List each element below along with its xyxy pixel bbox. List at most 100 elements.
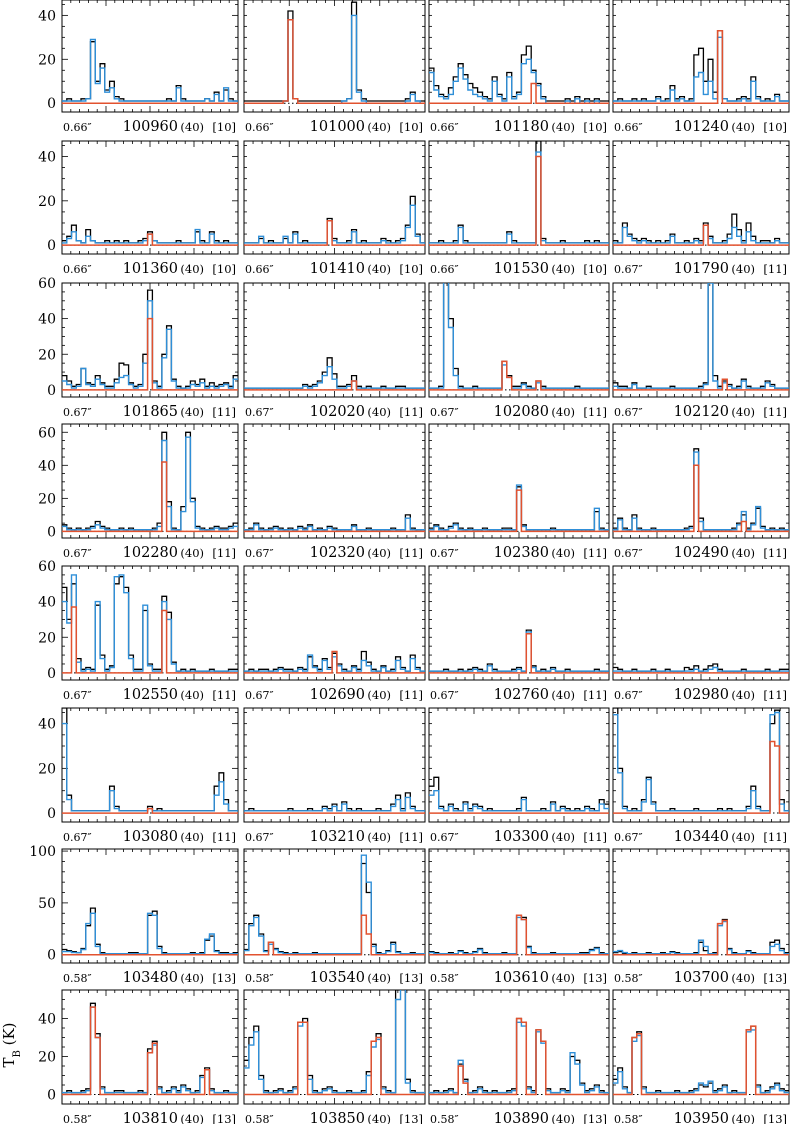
panel-frame (428, 989, 610, 1105)
y-tick-label: 20 (38, 491, 56, 507)
velocity-width-label: (40) (367, 120, 391, 134)
series-observed-line (429, 629, 609, 672)
panel-frame (428, 0, 610, 113)
series-observed-line (613, 283, 789, 389)
series-model_all-line (429, 631, 609, 672)
y-tick-label: 60 (38, 425, 56, 441)
spectrum-panel: 0.66″ 101410 (40) [10] (243, 140, 426, 277)
reference-label: [11] (763, 405, 787, 419)
spectrum-panel: 0.67″ 102080 (40) [11] (428, 282, 610, 420)
beam-size-label: 0.67″ (614, 263, 643, 276)
velocity-width-label: (40) (551, 1112, 575, 1124)
panel-frame (428, 707, 610, 823)
y-tick-label: 0 (47, 383, 56, 399)
panel-frame (612, 989, 790, 1105)
spectrum-panel: 0.67″ 102320 (40) [11] (243, 423, 426, 561)
reference-label: [10] (583, 262, 607, 276)
velocity-width-label: (40) (731, 120, 755, 134)
series-observed-line (244, 990, 425, 1094)
series-model_species-line (244, 380, 425, 391)
reference-label: [13] (763, 1112, 787, 1124)
panel-frame (612, 707, 790, 823)
series-model_species-line (244, 19, 425, 104)
beam-size-label: 0.67″ (430, 547, 459, 560)
frequency-label: 103950 (674, 1111, 729, 1124)
velocity-width-label: (40) (731, 830, 755, 844)
velocity-width-label: (40) (731, 971, 755, 985)
velocity-width-label: (40) (551, 546, 575, 560)
reference-label: [11] (583, 688, 607, 702)
reference-label: [13] (399, 971, 423, 985)
spectrum-panel: 0.67″ 102020 (40) [11] (243, 282, 426, 420)
y-tick-label: 40 (38, 717, 56, 733)
y-tick-label: 0 (47, 1088, 56, 1104)
panel-frame (61, 565, 239, 681)
series-model_all-line (244, 517, 425, 531)
beam-size-label: 0.67″ (430, 689, 459, 702)
panel-frame (61, 707, 239, 823)
series-model_all-line (613, 283, 789, 389)
series-model_all-line (244, 366, 425, 389)
velocity-width-label: (40) (731, 546, 755, 560)
series-observed-line (613, 663, 789, 672)
series-model_species-line (62, 461, 238, 533)
beam-size-label: 0.67″ (63, 406, 92, 419)
spectrum-panel: 0.58″ 103890 (40) [13] (428, 989, 610, 1124)
velocity-width-label: (40) (367, 1112, 391, 1124)
panel-frame (61, 989, 239, 1105)
beam-size-label: 0.66″ (614, 121, 643, 134)
reference-label: [10] (212, 120, 236, 134)
frequency-label: 103300 (494, 829, 549, 845)
frequency-label: 103850 (310, 1111, 365, 1124)
reference-label: [13] (399, 1112, 423, 1124)
velocity-width-label: (40) (180, 830, 204, 844)
beam-size-label: 0.66″ (430, 121, 459, 134)
series-model_all-line (429, 283, 609, 389)
frequency-label: 102550 (123, 687, 178, 703)
series-observed-line (613, 213, 789, 244)
frequency-label: 103540 (310, 970, 365, 986)
spectrum-panel: 0.66″ 101000 (40) [10] (243, 0, 426, 135)
frequency-label: 101180 (494, 119, 549, 135)
frequency-label: 101530 (494, 261, 549, 277)
frequency-label: 103440 (674, 829, 729, 845)
y-tick-label: 40 (38, 8, 56, 24)
reference-label: [11] (583, 830, 607, 844)
series-model_species-line (62, 233, 238, 246)
series-observed-line (429, 45, 609, 102)
frequency-label: 101360 (123, 261, 178, 277)
panel-frame (612, 140, 790, 255)
series-model_species-line (429, 82, 609, 104)
beam-size-label: 0.67″ (63, 689, 92, 702)
y-tick-label: 20 (38, 194, 56, 210)
panel-frame (612, 0, 790, 113)
spectrum-panel: 0 20 40 60 0.67″ 102280 (40) [11] (38, 423, 239, 561)
spectrum-panel: 0.67″ 102490 (40) [11] (612, 423, 790, 561)
frequency-label: 103810 (123, 1111, 178, 1124)
spectrum-panel: 0 20 40 0.66″ 100960 (40) [10] (38, 0, 239, 135)
series-model_species-line (613, 1025, 789, 1096)
series-observed-line (62, 1002, 238, 1094)
beam-size-label: 0.58″ (245, 1113, 274, 1124)
series-model_species-line (244, 650, 425, 674)
series-model_species-line (429, 489, 609, 533)
y-tick-label: 20 (38, 1050, 56, 1066)
series-model_all-line (62, 722, 238, 812)
spectrum-panel: 0.58″ 103850 (40) [13] (243, 989, 426, 1124)
velocity-width-label: (40) (551, 971, 575, 985)
frequency-label: 102490 (674, 545, 729, 561)
beam-size-label: 0.66″ (430, 263, 459, 276)
beam-size-label: 0.67″ (430, 831, 459, 844)
series-observed-line (244, 195, 425, 244)
frequency-label: 103610 (494, 970, 549, 986)
velocity-width-label: (40) (551, 405, 575, 419)
series-model_all-line (62, 1006, 238, 1094)
spectrum-panel: 0.58″ 103540 (40) [13] (243, 848, 426, 986)
beam-size-label: 0.58″ (63, 1113, 92, 1124)
reference-label: [13] (583, 971, 607, 985)
spectrum-panel: 0.58″ 103610 (40) [13] (428, 848, 610, 986)
frequency-label: 102690 (310, 687, 365, 703)
reference-label: [11] (399, 546, 423, 560)
beam-size-label: 0.58″ (614, 1113, 643, 1124)
